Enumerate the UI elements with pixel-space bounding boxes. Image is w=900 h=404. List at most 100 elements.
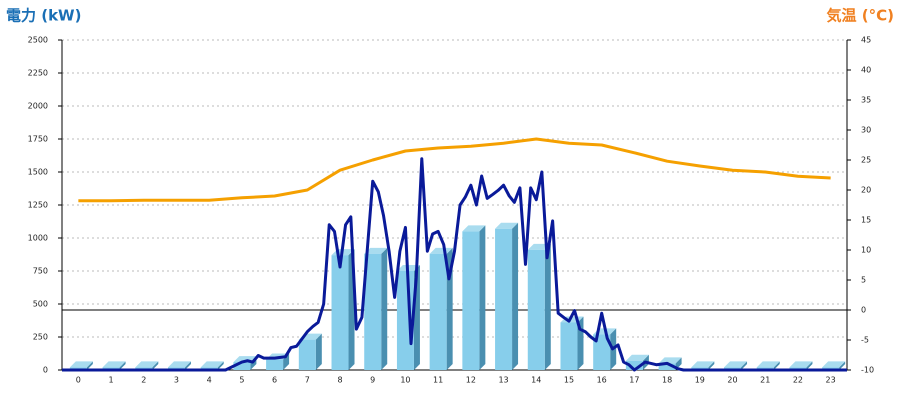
bar-front: [462, 231, 480, 370]
bar-side: [479, 225, 486, 370]
y2-tick-label: 10: [861, 246, 871, 255]
bar-front: [266, 359, 284, 370]
y2-tick-label: 0: [861, 306, 866, 315]
x-tick-label: 9: [370, 376, 375, 385]
bar-side: [315, 333, 322, 370]
x-tick-label: 13: [498, 376, 508, 385]
x-tick-label: 22: [793, 376, 803, 385]
bar-top: [167, 361, 191, 368]
x-tick-label: 2: [141, 376, 146, 385]
x-tick-label: 5: [239, 376, 244, 385]
y2-tick-label: 5: [861, 276, 866, 285]
x-tick-label: 17: [629, 376, 639, 385]
y-tick-label: 1250: [28, 201, 48, 210]
bar-top: [658, 357, 682, 364]
bar-front: [298, 339, 316, 370]
y-tick-label: 750: [33, 267, 48, 276]
x-tick-label: 4: [207, 376, 212, 385]
y-tick-label: 2000: [28, 102, 48, 111]
bar: [527, 243, 551, 370]
x-tick-label: 16: [597, 376, 607, 385]
y2-tick-label: 35: [861, 96, 871, 105]
y2-tick-label: 20: [861, 186, 871, 195]
x-tick-label: 19: [695, 376, 705, 385]
x-tick-label: 7: [305, 376, 310, 385]
x-tick-label: 10: [400, 376, 410, 385]
y-tick-label: 2500: [28, 36, 48, 45]
x-tick-label: 20: [727, 376, 737, 385]
y-tick-label: 1750: [28, 135, 48, 144]
x-tick-label: 12: [466, 376, 476, 385]
y-tick-label: 1000: [28, 234, 48, 243]
bar-side: [839, 361, 846, 370]
y2-axis-title: 気温 (°C): [827, 7, 894, 25]
y2-tick-label: -5: [861, 336, 869, 345]
bar-top: [822, 361, 846, 368]
bar-top: [364, 247, 388, 254]
bar-side: [544, 243, 551, 370]
bar-top: [495, 222, 519, 229]
bar-front: [331, 255, 349, 370]
bar-side: [283, 353, 290, 370]
bar-top: [724, 361, 748, 368]
bar-side: [184, 361, 191, 370]
bar-side: [152, 361, 159, 370]
bar: [331, 249, 355, 370]
y-tick-label: 250: [33, 333, 48, 342]
line: [78, 137, 831, 203]
bar-side: [381, 247, 388, 370]
x-tick-label: 21: [760, 376, 770, 385]
bar-side: [773, 361, 780, 370]
y2-tick-label: 45: [861, 36, 871, 45]
bar-front: [495, 228, 513, 370]
x-tick-label: 1: [109, 376, 114, 385]
bar-top: [462, 225, 486, 232]
bar-top: [135, 361, 159, 368]
x-tick-label: 18: [662, 376, 672, 385]
y2-tick-label: 25: [861, 156, 871, 165]
x-tick-label: 0: [76, 376, 81, 385]
bar-top: [200, 361, 224, 368]
bar: [429, 247, 453, 370]
y2-tick-label: 15: [861, 216, 871, 225]
bar-front: [527, 249, 545, 370]
y2-tick-label: 40: [861, 66, 871, 75]
bar-top: [102, 361, 126, 368]
y-tick-label: 500: [33, 300, 48, 309]
bar-front: [560, 322, 578, 370]
bar: [462, 225, 486, 370]
bar-side: [512, 222, 519, 370]
y-tick-label: 0: [43, 366, 48, 375]
bar-side: [86, 361, 93, 370]
bar-front: [625, 360, 643, 370]
bar-front: [233, 362, 251, 370]
x-tick-label: 11: [433, 376, 443, 385]
y-axis-title: 電力 (kW): [6, 7, 81, 25]
bar-top: [691, 361, 715, 368]
y2-tick-label: 30: [861, 126, 871, 135]
x-tick-label: 14: [531, 376, 541, 385]
bar-top: [625, 354, 649, 361]
bar-side: [708, 361, 715, 370]
bar-side: [806, 361, 813, 370]
bar-side: [741, 361, 748, 370]
bar: [495, 222, 519, 370]
bar: [364, 247, 388, 370]
y-tick-label: 1500: [28, 168, 48, 177]
bar-front: [658, 363, 676, 370]
x-tick-label: 23: [826, 376, 836, 385]
y2-tick-label: -10: [861, 366, 874, 375]
line: [62, 157, 847, 372]
x-tick-label: 6: [272, 376, 277, 385]
bar-top: [429, 247, 453, 254]
y-tick-label: 2250: [28, 69, 48, 78]
bar-front: [429, 253, 447, 370]
bar-front: [593, 334, 611, 370]
bar-side: [217, 361, 224, 370]
x-tick-label: 3: [174, 376, 179, 385]
x-tick-label: 15: [564, 376, 574, 385]
bar-side: [119, 361, 126, 370]
bar-front: [364, 253, 382, 370]
bar-top: [756, 361, 780, 368]
